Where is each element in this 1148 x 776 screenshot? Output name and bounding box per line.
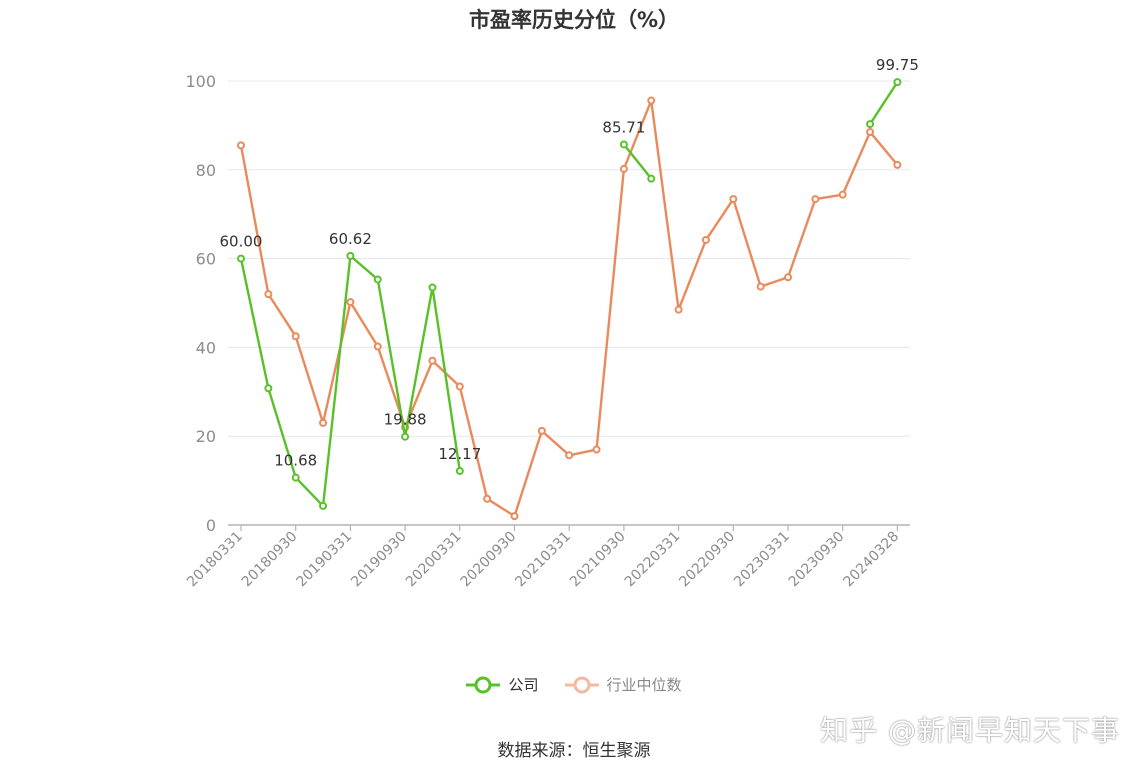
grid-lines (228, 80, 910, 437)
point-industry (701, 235, 710, 244)
x-tick-label: 20180930 (239, 529, 301, 591)
x-tick-label: 20240328 (841, 529, 903, 591)
point-industry (428, 356, 437, 365)
x-tick-label: 20190331 (294, 529, 356, 591)
point-industry (455, 382, 464, 391)
chart-title: 市盈率历史分位（%） (468, 8, 680, 32)
point-company (893, 78, 902, 87)
legend: 公司 行业中位数 (0, 674, 1148, 695)
point-company (619, 140, 628, 149)
y-tick-label: 20 (196, 427, 216, 446)
x-tick-label: 20220930 (676, 529, 738, 591)
point-industry (784, 273, 792, 282)
point-industry (811, 195, 820, 204)
point-company (401, 432, 410, 441)
point-industry (565, 451, 574, 460)
point-industry (866, 128, 875, 137)
y-tick-label: 40 (196, 338, 216, 357)
series-lines (237, 78, 902, 521)
point-company (319, 501, 328, 510)
point-company (866, 120, 875, 129)
point-industry (291, 332, 300, 341)
legend-marker-industry-icon (564, 676, 599, 693)
point-industry (373, 342, 382, 351)
data-label: 60.62 (329, 230, 372, 248)
point-industry (483, 494, 492, 503)
series-line-company (622, 143, 653, 180)
point-company (346, 251, 355, 260)
point-industry (674, 305, 683, 314)
point-industry (264, 290, 273, 299)
series-line-company (869, 81, 899, 125)
point-industry (319, 418, 328, 427)
point-industry (592, 445, 601, 454)
data-label: 19.88 (384, 411, 427, 429)
y-tick-label: 0 (206, 516, 216, 535)
point-industry (756, 282, 765, 291)
legend-marker-company-icon (466, 676, 501, 693)
point-company (428, 283, 437, 292)
x-tick-label: 20200930 (458, 529, 520, 591)
point-company (291, 473, 300, 482)
data-label: 85.71 (602, 118, 645, 136)
legend-item-industry[interactable]: 行业中位数 (564, 674, 682, 695)
point-industry (346, 298, 355, 307)
point-industry (729, 195, 738, 204)
data-label: 12.17 (438, 445, 481, 463)
point-industry (237, 141, 245, 150)
x-tick-label: 20190930 (348, 529, 410, 591)
legend-label-company: 公司 (508, 676, 539, 694)
point-company (237, 254, 245, 263)
point-company (373, 275, 382, 284)
x-tick-label: 20230930 (786, 529, 848, 591)
y-tick-label: 60 (196, 250, 216, 269)
y-tick-label: 80 (196, 161, 216, 180)
legend-item-company[interactable]: 公司 (466, 674, 539, 695)
x-tick-label: 20230331 (731, 529, 793, 591)
point-industry (838, 190, 847, 199)
point-company (647, 174, 656, 183)
data-source-note: 数据来源：恒生聚源 (497, 741, 651, 761)
x-tick-label: 20180331 (184, 529, 246, 591)
data-label: 10.68 (274, 452, 317, 470)
data-label: 60.00 (220, 233, 263, 251)
data-label: 99.75 (876, 56, 919, 74)
x-tick-label: 20210331 (512, 529, 574, 591)
point-industry (619, 164, 628, 173)
point-industry (893, 160, 902, 169)
point-industry (537, 426, 546, 435)
watermark: 知乎 @新闻早知天下事 (820, 714, 1120, 747)
y-tick-label: 100 (185, 72, 216, 91)
x-tick-label: 20220331 (622, 529, 684, 591)
point-industry (647, 96, 656, 105)
x-tick-label: 20210930 (567, 529, 629, 591)
point-company (264, 384, 273, 393)
x-tick-label: 20200331 (403, 529, 465, 591)
point-company (455, 466, 464, 475)
data-labels: 60.00 10.68 60.62 19.88 12.17 85.71 99.75 (220, 56, 919, 469)
point-industry (510, 512, 519, 521)
legend-label-industry: 行业中位数 (606, 676, 682, 694)
